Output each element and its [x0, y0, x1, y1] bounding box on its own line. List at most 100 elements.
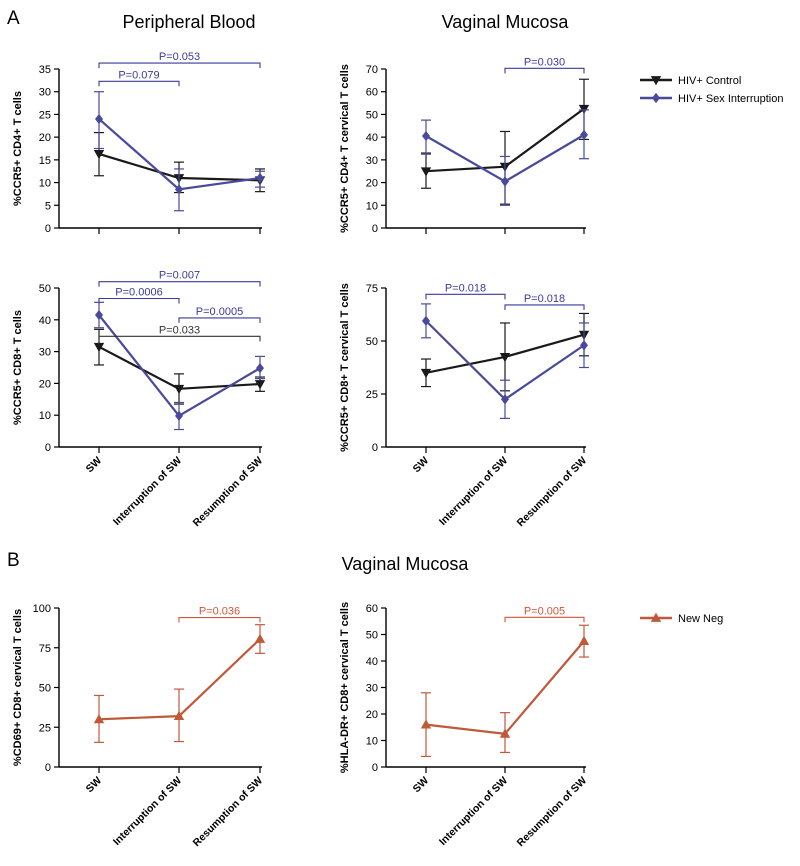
y-tick-label: 75 — [39, 643, 51, 655]
y-tick-label: 50 — [39, 683, 51, 695]
y-axis-label: %HLA-DR+ CD8+ cervical T cells — [339, 602, 351, 773]
legend-marker-new_neg — [650, 612, 662, 622]
pvalue-label: P=0.0005 — [196, 306, 243, 318]
x-tick-label: Resumption of SW — [191, 455, 266, 530]
y-tick-label: 40 — [366, 656, 378, 668]
x-tick-label: Interruption of SW — [437, 455, 510, 528]
data-point — [420, 719, 432, 729]
x-tick-label: SW — [411, 775, 432, 796]
x-tick-label: SW — [411, 455, 432, 476]
y-axis-label: %CCR5+ CD8+ T cervical T cells — [339, 283, 351, 452]
legend-bottom: New Neg — [640, 612, 723, 625]
series-new_neg — [420, 624, 590, 758]
legend-label-control: HIV+ Control — [678, 75, 741, 87]
y-tick-label: 30 — [366, 683, 378, 695]
y-tick-label: 20 — [39, 132, 51, 144]
plots: 0 5 10 15 20 25 30 35 %CCR5+ CD4+ T cells P=0.079… — [12, 51, 590, 850]
pvalue-label: P=0.007 — [159, 270, 200, 282]
data-point — [173, 384, 185, 395]
y-tick-label: 25 — [39, 722, 51, 734]
y-tick-label: 50 — [366, 109, 378, 121]
pvalue-bracket — [504, 616, 585, 623]
x-tick-label: Interruption of SW — [111, 455, 184, 528]
y-tick-label: 25 — [366, 389, 378, 401]
data-point — [421, 130, 431, 142]
data-point — [499, 728, 511, 738]
data-point — [93, 150, 105, 160]
x-tick-label: SW — [84, 775, 105, 796]
data-point — [255, 362, 265, 374]
chart-pb-cd8: 0 10 20 30 40 50 %CCR5+ CD8+ T cells SW Interrup… — [12, 270, 266, 530]
pvalue-bracket — [98, 297, 180, 304]
y-tick-label: 0 — [45, 223, 51, 235]
series-interruption — [421, 109, 589, 206]
pvalue-label: P=0.0006 — [115, 286, 162, 298]
pvalue-label: P=0.036 — [199, 606, 240, 618]
series-new_neg — [93, 624, 266, 743]
pvalue-bracket — [98, 62, 261, 69]
series-interruption — [421, 303, 589, 419]
y-tick-label: 100 — [33, 603, 51, 615]
chart-vm-cd69: 0 25 50 75 100 %CD69+ CD8+ cervical T cells SW… — [12, 603, 266, 850]
y-tick-label: 40 — [39, 315, 51, 327]
x-tick-label: Interruption of SW — [437, 775, 510, 848]
y-tick-label: 0 — [372, 442, 378, 454]
y-tick-label: 40 — [366, 132, 378, 144]
data-point — [254, 380, 266, 390]
y-tick-label: 30 — [39, 87, 51, 99]
y-tick-label: 50 — [366, 630, 378, 642]
y-tick-label: 20 — [366, 178, 378, 190]
data-point — [499, 352, 511, 363]
pvalue-label: P=0.030 — [524, 56, 565, 68]
data-point — [421, 315, 431, 327]
y-tick-label: 20 — [39, 378, 51, 390]
x-tick-label: Resumption of SW — [191, 775, 266, 850]
y-tick-label: 75 — [366, 283, 378, 295]
chart-pb-cd4: 0 5 10 15 20 25 30 35 %CCR5+ CD4+ T cells P=0.079… — [12, 51, 266, 235]
series-interruption — [94, 301, 265, 431]
y-tick-label: 50 — [39, 283, 51, 295]
pvalue-bracket — [504, 304, 585, 310]
title-vaginal-mucosa-bottom: Vaginal Mucosa — [342, 554, 470, 574]
y-tick-label: 15 — [39, 155, 51, 167]
data-point — [500, 176, 510, 187]
pvalue-label: P=0.053 — [159, 51, 200, 63]
legend-top: HIV+ Control HIV+ Sex Interruption — [640, 75, 783, 105]
data-point — [500, 394, 510, 405]
data-point — [174, 410, 184, 421]
data-point — [94, 309, 104, 321]
data-point — [578, 635, 590, 646]
data-point — [93, 342, 105, 353]
data-point — [420, 368, 432, 379]
pvalue-label: P=0.018 — [445, 282, 486, 294]
y-axis-label: %CCR5+ CD4+ T cells — [12, 91, 24, 206]
y-axis-label: %CD69+ CD8+ cervical T cells — [12, 609, 24, 766]
y-tick-label: 0 — [372, 223, 378, 235]
data-point — [420, 167, 432, 177]
title-vaginal-mucosa-top: Vaginal Mucosa — [442, 12, 570, 32]
series-interruption — [94, 91, 265, 212]
data-point — [173, 710, 185, 721]
pvalue-bracket — [98, 281, 261, 287]
y-tick-label: 0 — [372, 762, 378, 774]
data-point — [579, 129, 589, 141]
y-tick-label: 30 — [39, 347, 51, 359]
data-point — [174, 184, 184, 195]
series-control — [93, 328, 266, 405]
pvalue-label: P=0.005 — [524, 605, 565, 617]
data-point — [93, 713, 105, 724]
pvalue-label: P=0.033 — [159, 324, 200, 336]
y-tick-label: 5 — [45, 200, 51, 212]
chart-vm-cd8: 0 25 50 75 %CCR5+ CD8+ T cervical T cells SW I… — [339, 282, 590, 530]
legend-marker-interruption — [651, 92, 661, 104]
y-tick-label: 0 — [45, 442, 51, 454]
y-tick-label: 60 — [366, 87, 378, 99]
pvalue-bracket — [178, 616, 261, 623]
x-tick-label: Resumption of SW — [515, 775, 590, 850]
y-tick-label: 10 — [366, 200, 378, 212]
x-tick-label: Resumption of SW — [515, 455, 590, 530]
y-tick-label: 50 — [366, 336, 378, 348]
series-control — [420, 312, 590, 392]
chart-vm-hladr: 0 10 20 30 40 50 60 %HLA-DR+ CD8+ cervical T ce… — [339, 602, 590, 850]
pvalue-label: P=0.079 — [118, 69, 159, 81]
